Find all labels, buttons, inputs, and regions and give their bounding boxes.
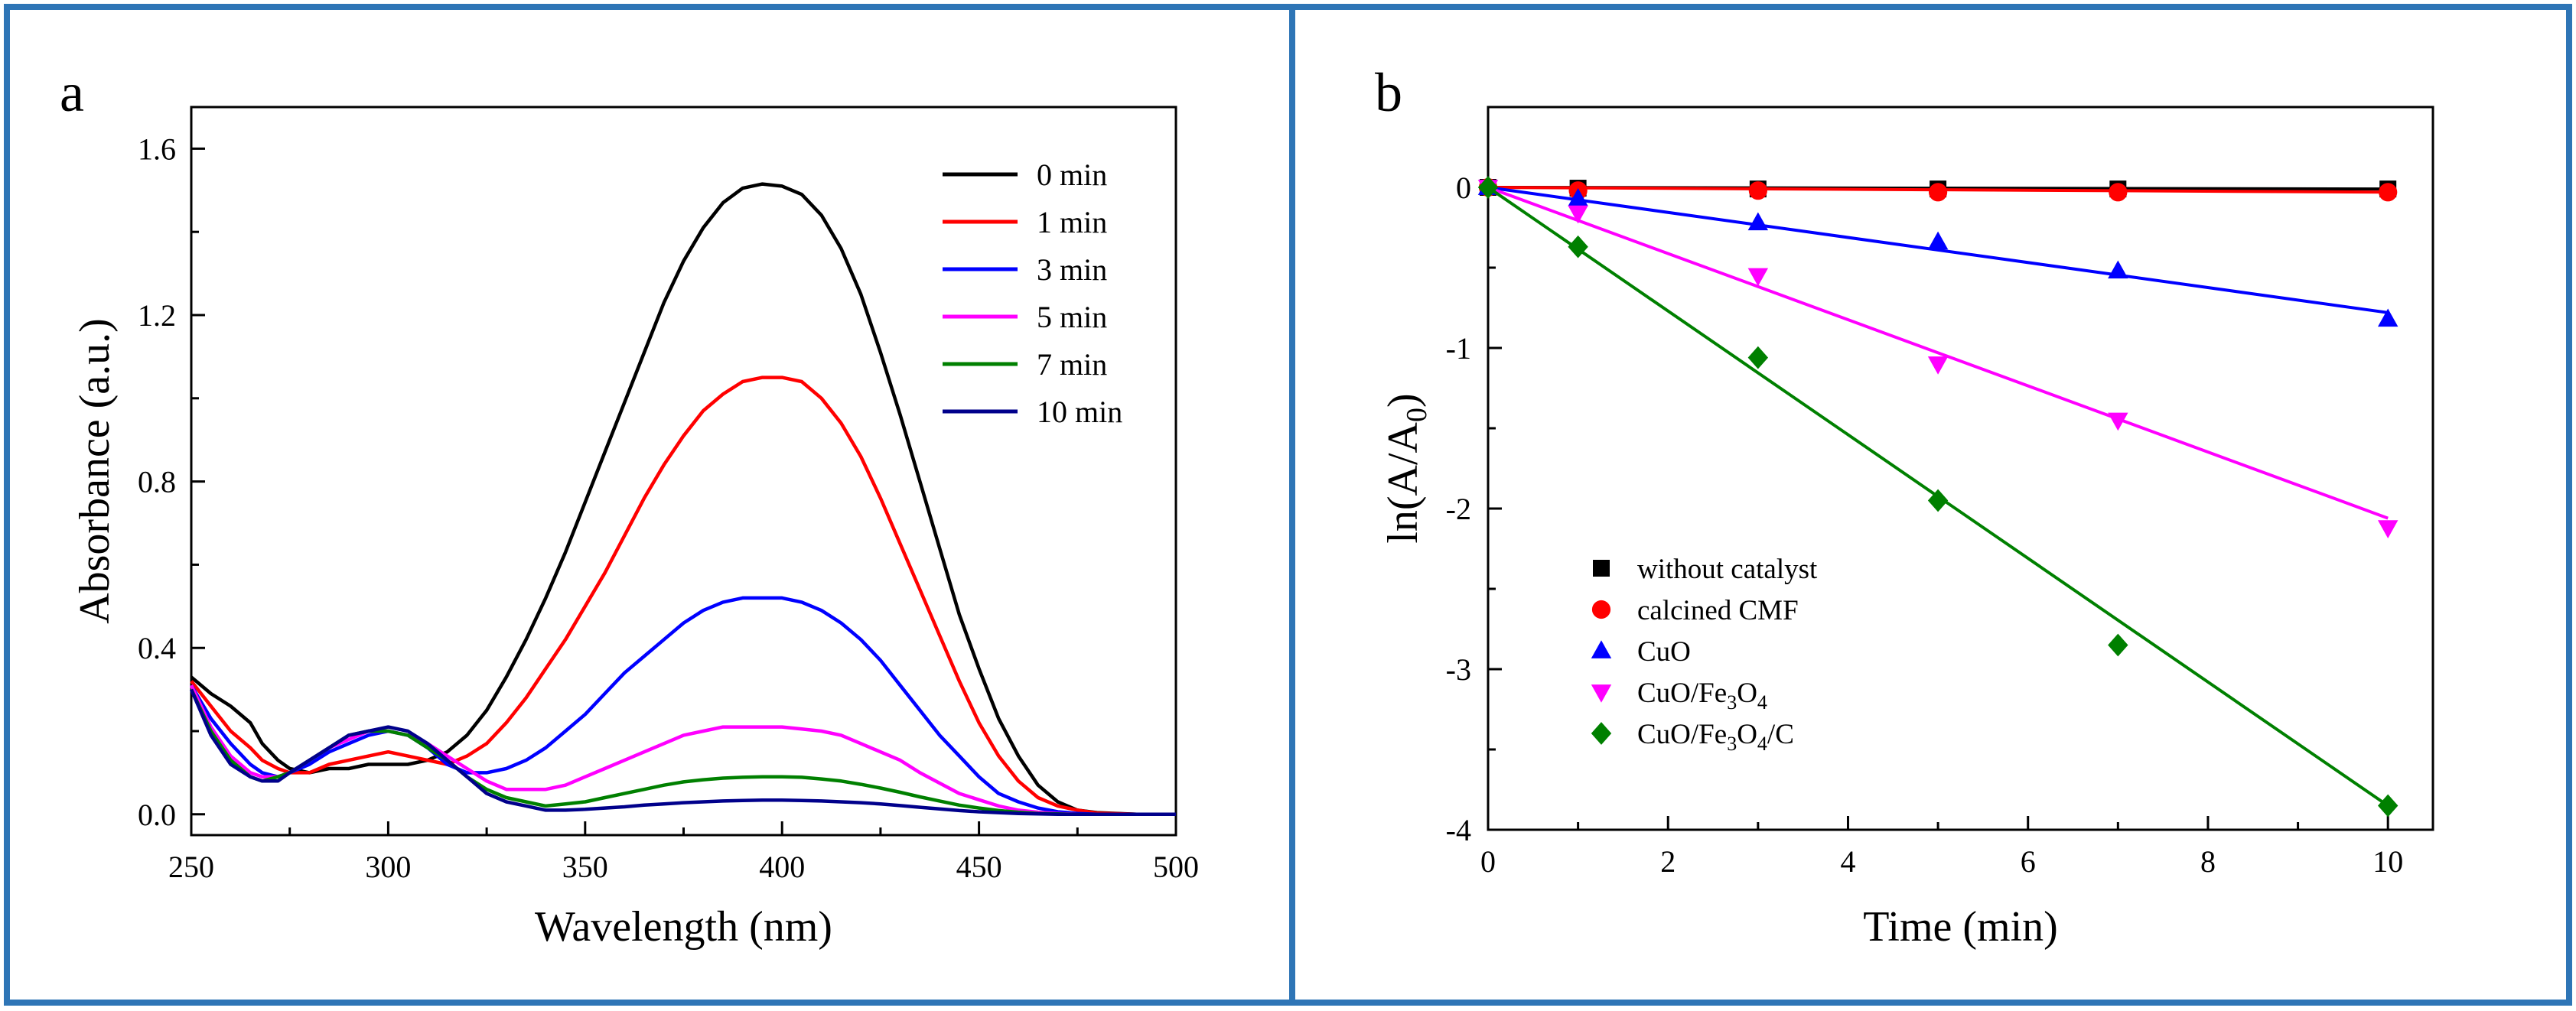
fit-line-CuO-Fe3O4 <box>1487 186 2389 520</box>
y-tick-label-b: -4 <box>1446 813 1471 847</box>
data-point-CuO-Fe3O4 <box>2108 412 2128 431</box>
fit-line-CuO <box>1487 186 2389 314</box>
legend-label-b: CuO/Fe3O4/C <box>1637 719 1794 755</box>
data-point-calcined-CMF <box>2109 183 2128 202</box>
legend-label-a: 1 min <box>1037 205 1107 239</box>
x-tick-label-b: 2 <box>1660 844 1676 879</box>
y-tick-label-a: 0.8 <box>138 465 176 499</box>
legend-marker-b <box>1591 684 1612 703</box>
legend-label-part: 3 <box>1727 691 1737 714</box>
legend-label-part: CuO/Fe <box>1637 678 1727 709</box>
x-tick-label-b: 0 <box>1480 844 1496 879</box>
frame-right <box>1289 4 2572 1006</box>
legend-marker-b <box>1593 560 1610 577</box>
y-tick-label-a: 1.6 <box>138 132 176 166</box>
data-point-CuO-Fe3O4-C <box>1747 346 1769 369</box>
x-tick-label-a: 450 <box>956 850 1002 884</box>
plot-area-b <box>1487 106 2434 831</box>
panel-a: 250 300 350 400 450 500 0.0 0.4 0.8 1.2 1.6 Wavelen… <box>60 62 1199 951</box>
data-point-CuO-Fe3O4-C <box>1927 489 1949 512</box>
data-point-CuO-Fe3O4 <box>1927 356 1949 375</box>
x-tick-label-a: 500 <box>1153 850 1199 884</box>
legend-label-part: without catalyst <box>1637 554 1818 585</box>
legend-marker-b <box>1591 722 1612 745</box>
x-tick-label-a: 350 <box>562 850 608 884</box>
panel-label-a: a <box>60 62 84 123</box>
series-line-5-min <box>189 684 1176 817</box>
data-point-calcined-CMF <box>2379 183 2398 202</box>
data-point-CuO-Fe3O4 <box>1747 268 1769 287</box>
y-axis-label-part: 0 <box>1401 408 1433 422</box>
y-tick-label-a: 0.4 <box>138 631 176 665</box>
plot-area-a <box>190 106 1177 837</box>
legend-label-b: without catalyst <box>1637 554 1818 585</box>
legend-label-part: O <box>1737 719 1757 750</box>
legend-label-part: /C <box>1767 719 1794 750</box>
data-point-CuO <box>1568 187 1588 206</box>
legend-label-part: calcined CMF <box>1637 595 1799 626</box>
data-point-CuO <box>1927 231 1949 250</box>
legend-label-b: calcined CMF <box>1637 595 1799 626</box>
legend-label-a: 3 min <box>1037 252 1107 287</box>
legend-marker-b <box>1591 600 1611 619</box>
data-point-calcined-CMF <box>1928 183 1948 202</box>
data-point-CuO-Fe3O4-C <box>1477 176 1499 199</box>
y-tick-label-a: 1.2 <box>138 298 176 333</box>
y-axis-label-part: ) <box>1379 393 1427 408</box>
series-line-3-min <box>190 596 1176 817</box>
legend-label-part: 3 <box>1727 733 1737 755</box>
x-tick-label-b: 10 <box>2372 844 2403 879</box>
y-axis-label-part: ln(A/A <box>1379 421 1427 543</box>
x-axis-label-a: Wavelength (nm) <box>535 903 832 951</box>
legend-label-part: O <box>1737 678 1757 709</box>
data-point-CuO <box>2108 260 2128 279</box>
series-line-7-min <box>189 688 1176 817</box>
y-tick-label-b: -3 <box>1446 652 1471 687</box>
panel-label-b: b <box>1375 62 1402 123</box>
y-tick-label-b: -2 <box>1446 492 1471 526</box>
x-tick-label-b: 6 <box>2021 844 2036 879</box>
x-tick-label-b: 4 <box>1840 844 1855 879</box>
legend-label-part: 4 <box>1757 691 1767 714</box>
legend-label-b: CuO <box>1637 636 1691 668</box>
x-tick-label-b: 8 <box>2200 844 2216 879</box>
y-tick-label-b: 0 <box>1456 171 1471 205</box>
y-tick-label-a: 0.0 <box>138 798 176 832</box>
legend-label-a: 7 min <box>1037 347 1107 382</box>
x-tick-label-a: 250 <box>168 850 214 884</box>
data-point-CuO <box>1747 212 1769 231</box>
legend-marker-b <box>1591 640 1612 658</box>
data-point-CuO-Fe3O4 <box>2377 520 2399 538</box>
series-line-0-min <box>190 182 1176 817</box>
data-point-CuO-Fe3O4-C <box>1568 235 1588 258</box>
y-tick-label-b: -1 <box>1446 331 1471 366</box>
x-tick-label-a: 400 <box>759 850 805 884</box>
legend-label-part: CuO <box>1637 636 1691 668</box>
y-axis-label-b: ln(A/A0) <box>1379 393 1433 543</box>
legend-label-a: 5 min <box>1037 300 1107 334</box>
series-line-1-min <box>190 375 1176 817</box>
legend-label-part: CuO/Fe <box>1637 719 1727 750</box>
data-point-CuO <box>2377 308 2399 327</box>
legend-label-part: 4 <box>1757 733 1767 755</box>
legend-label-a: 10 min <box>1037 395 1122 429</box>
x-tick-label-a: 300 <box>365 850 411 884</box>
data-point-CuO-Fe3O4-C <box>2108 633 2128 657</box>
data-point-CuO-Fe3O4-C <box>2377 794 2399 818</box>
data-point-calcined-CMF <box>1748 181 1767 200</box>
legend-label-b: CuO/Fe3O4 <box>1637 678 1767 714</box>
series-line-10-min <box>189 688 1176 817</box>
legend-label-a: 0 min <box>1037 158 1107 192</box>
x-axis-label-b: Time (min) <box>1863 903 2058 951</box>
data-point-CuO-Fe3O4 <box>1568 205 1588 224</box>
y-axis-label-a: Absorbance (a.u.) <box>71 318 119 624</box>
